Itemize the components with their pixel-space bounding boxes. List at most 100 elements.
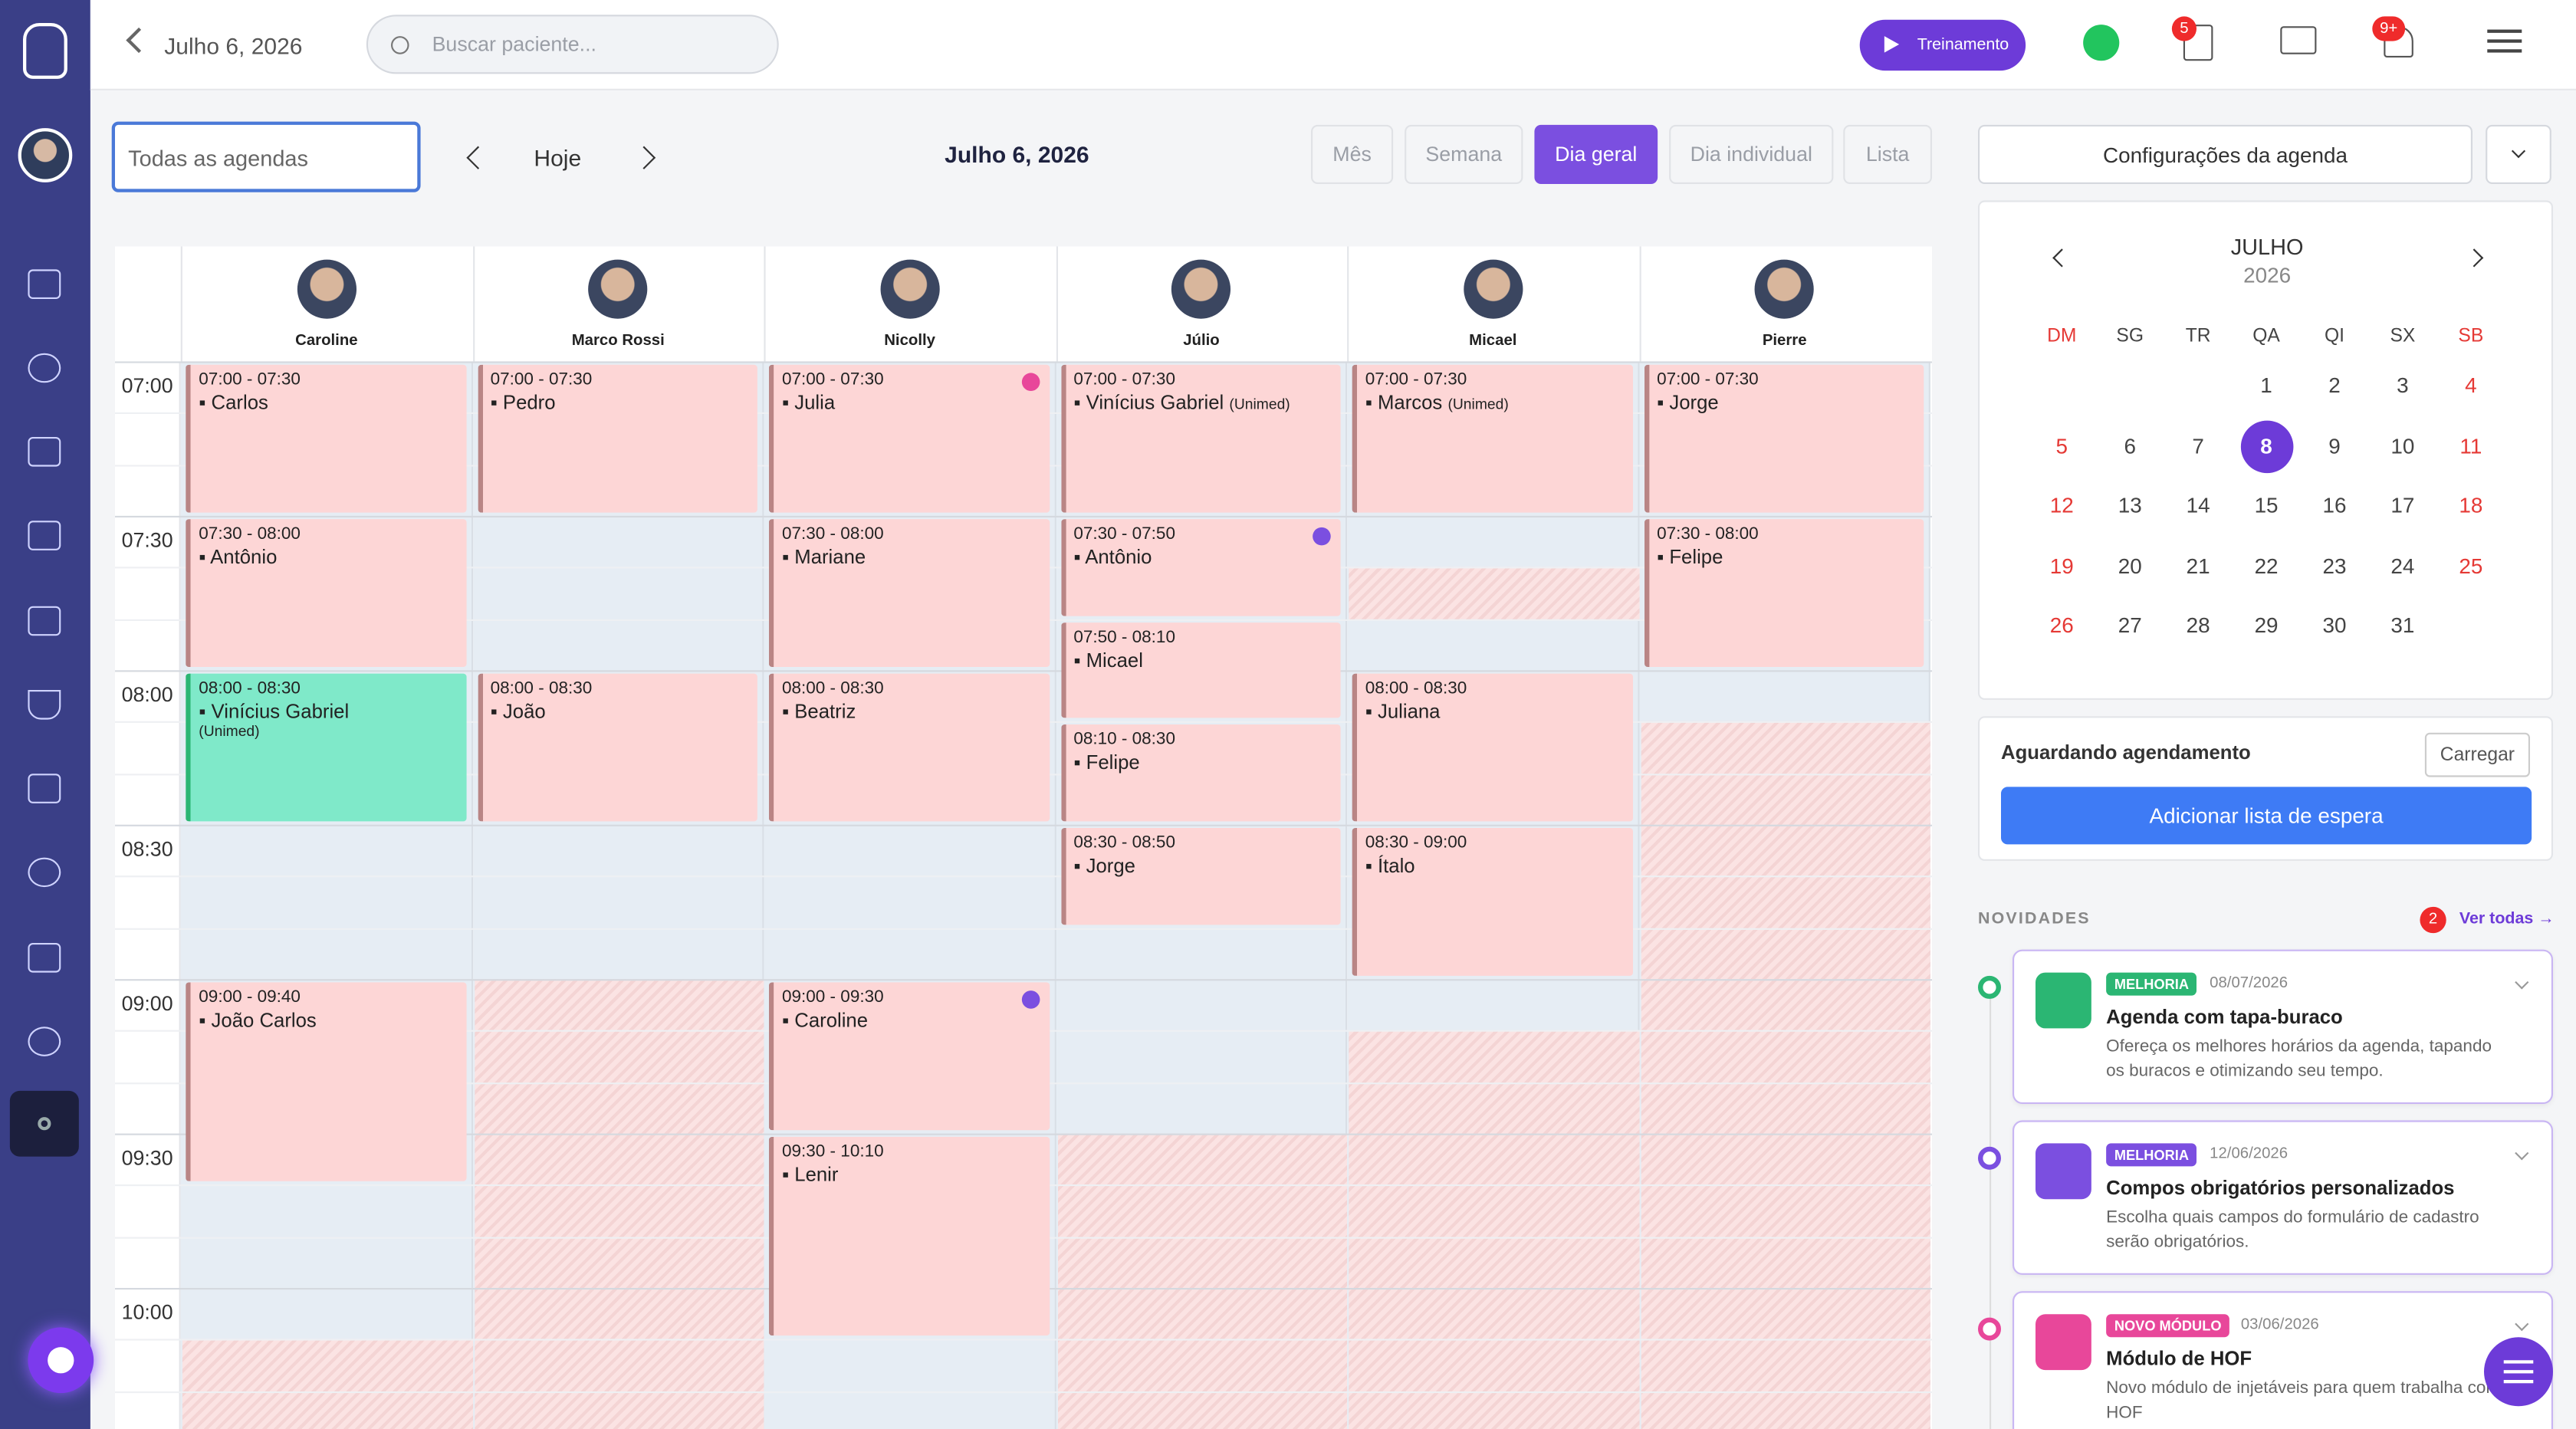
nav-icon[interactable] [28, 437, 61, 467]
view-button[interactable]: Lista [1843, 124, 1932, 184]
settings-dropdown[interactable] [2486, 124, 2551, 184]
menu-icon[interactable] [2487, 29, 2522, 53]
calendar-day[interactable]: 5 [2055, 432, 2068, 458]
appointment[interactable]: 07:30 - 08:00 ▪ Felipe [1643, 519, 1924, 667]
appointment[interactable]: 09:30 - 10:10 ▪ Lenir [768, 1136, 1050, 1336]
fab-menu[interactable] [2484, 1337, 2553, 1407]
calendar-day[interactable]: 31 [2390, 613, 2415, 638]
appointment[interactable]: 07:30 - 08:00 ▪ Antônio [186, 519, 466, 667]
expand-chevron[interactable] [2515, 1146, 2529, 1161]
nav-icon[interactable] [28, 857, 61, 888]
appointment[interactable]: 07:00 - 07:30 ▪ Julia [768, 364, 1050, 513]
calendar-day[interactable]: 12 [2049, 492, 2074, 517]
nav-icon[interactable] [28, 774, 61, 803]
news-card[interactable]: MELHORIA 08/07/2026 Agenda com tapa-buraco… [2013, 949, 2553, 1104]
calendar-day[interactable]: 22 [2254, 553, 2279, 578]
calendar-day[interactable]: 13 [2118, 492, 2142, 517]
next-day[interactable] [632, 146, 656, 169]
nav-icon[interactable] [28, 943, 61, 973]
today-button[interactable]: Hoje [534, 144, 582, 171]
professional-avatar[interactable] [588, 259, 648, 319]
calendar-day[interactable]: 4 [2465, 373, 2477, 398]
expand-chevron[interactable] [2515, 1317, 2529, 1332]
calendar-day[interactable]: 8 [2239, 419, 2293, 473]
calendar-day[interactable]: 24 [2390, 553, 2415, 578]
nav-active[interactable] [9, 1090, 79, 1157]
calendar-day[interactable]: 25 [2459, 553, 2483, 578]
calendar-day[interactable]: 20 [2118, 553, 2142, 578]
play-button[interactable] [28, 1327, 94, 1394]
appointment[interactable]: 07:00 - 07:30 ▪ Pedro [477, 364, 757, 513]
calendar-day[interactable]: 11 [2459, 432, 2482, 458]
calendar-day[interactable]: 23 [2322, 553, 2347, 578]
calendar-day[interactable]: 19 [2049, 553, 2074, 578]
calendar-day[interactable]: 29 [2254, 613, 2279, 638]
search-box[interactable]: Buscar paciente... [366, 15, 779, 74]
calendar-day[interactable]: 30 [2322, 613, 2347, 638]
view-button[interactable]: Semana [1405, 124, 1523, 184]
nav-icon[interactable] [28, 1027, 61, 1056]
appointment[interactable]: 08:30 - 09:00 ▪ Ítalo [1352, 828, 1632, 976]
appointment[interactable]: 08:00 - 08:30 ▪ João [477, 673, 757, 822]
user-avatar[interactable] [18, 128, 73, 182]
nav-icon[interactable] [28, 690, 61, 720]
appointment[interactable]: 07:50 - 08:10 ▪ Micael [1060, 622, 1341, 719]
load-button[interactable]: Carregar [2424, 732, 2530, 777]
status-icon[interactable] [2083, 25, 2120, 61]
appointment[interactable]: 08:10 - 08:30 ▪ Felipe [1060, 724, 1341, 822]
professional-avatar[interactable] [880, 259, 940, 319]
appointment[interactable]: 07:00 - 07:30 ▪ Marcos (Unimed) [1352, 364, 1632, 513]
appointment[interactable]: 07:00 - 07:30 ▪ Jorge [1643, 364, 1924, 513]
calendar-day[interactable]: 16 [2322, 492, 2347, 517]
appointment[interactable]: 08:00 - 08:30 ▪ Beatriz [768, 673, 1050, 822]
appointment[interactable]: 07:30 - 07:50 ▪ Antônio [1060, 519, 1341, 616]
calendar-day[interactable]: 7 [2192, 432, 2204, 458]
calendar-day[interactable]: 10 [2390, 432, 2415, 458]
training-button[interactable]: Treinamento [1859, 19, 2026, 71]
appointment[interactable]: 07:00 - 07:30 ▪ Vinícius Gabriel (Unimed) [1060, 364, 1341, 513]
calendar-day[interactable]: 2 [2328, 373, 2341, 398]
calendar-day[interactable]: 18 [2459, 492, 2483, 517]
appointment[interactable]: 09:00 - 09:40 ▪ João Carlos [186, 982, 466, 1182]
nav-icon[interactable] [28, 269, 61, 299]
professional-avatar[interactable] [1755, 259, 1815, 319]
professional-avatar[interactable] [297, 259, 356, 319]
expand-chevron[interactable] [2515, 975, 2529, 990]
back-button[interactable] [126, 27, 152, 54]
calendar-day[interactable]: 26 [2049, 613, 2074, 638]
view-button[interactable]: Dia geral [1534, 124, 1658, 184]
calendar-day[interactable]: 6 [2124, 432, 2136, 458]
settings-button[interactable]: Configurações da agenda [1978, 124, 2472, 184]
calendar-day[interactable]: 17 [2390, 492, 2415, 517]
appointment-patient: ▪ João Carlos [199, 1008, 317, 1032]
appointment[interactable]: 07:30 - 08:00 ▪ Mariane [768, 519, 1050, 667]
appointment[interactable]: 09:00 - 09:30 ▪ Caroline [768, 982, 1050, 1131]
nav-icon[interactable] [28, 606, 61, 636]
appointment[interactable]: 08:30 - 08:50 ▪ Jorge [1060, 828, 1341, 925]
calendar-day[interactable]: 15 [2254, 492, 2279, 517]
nav-icon[interactable] [28, 521, 61, 550]
chat-icon[interactable] [2280, 26, 2317, 54]
prev-day[interactable] [466, 146, 490, 169]
news-card[interactable]: NOVO MÓDULO 03/06/2026 Módulo de HOF Novo m… [2013, 1291, 2553, 1429]
appointment[interactable]: 08:00 - 08:30 ▪ Vinícius Gabriel (Unimed) [186, 673, 466, 822]
professional-avatar[interactable] [1463, 259, 1523, 319]
agenda-filter[interactable]: Todas as agendas [111, 121, 421, 192]
calendar-day[interactable]: 9 [2328, 432, 2341, 458]
tasks-icon[interactable] [2183, 25, 2213, 61]
nav-icon[interactable] [28, 353, 61, 383]
calendar-day[interactable]: 27 [2118, 613, 2142, 638]
calendar-day[interactable]: 14 [2186, 492, 2210, 517]
add-waitlist-button[interactable]: Adicionar lista de espera [2001, 787, 2532, 845]
calendar-day[interactable]: 3 [2397, 373, 2409, 398]
view-button[interactable]: Dia individual [1669, 124, 1834, 184]
calendar-day[interactable]: 1 [2260, 373, 2272, 398]
appointment[interactable]: 08:00 - 08:30 ▪ Juliana [1352, 673, 1632, 822]
calendar-day[interactable]: 21 [2186, 553, 2210, 578]
calendar-day[interactable]: 28 [2186, 613, 2210, 638]
professional-avatar[interactable] [1171, 259, 1231, 319]
news-card[interactable]: MELHORIA 12/06/2026 Compos obrigatórios pe… [2013, 1120, 2553, 1275]
view-button[interactable]: Mês [1311, 124, 1394, 184]
see-all-link[interactable]: Ver todas → [2459, 910, 2555, 928]
appointment[interactable]: 07:00 - 07:30 ▪ Carlos [186, 364, 466, 513]
